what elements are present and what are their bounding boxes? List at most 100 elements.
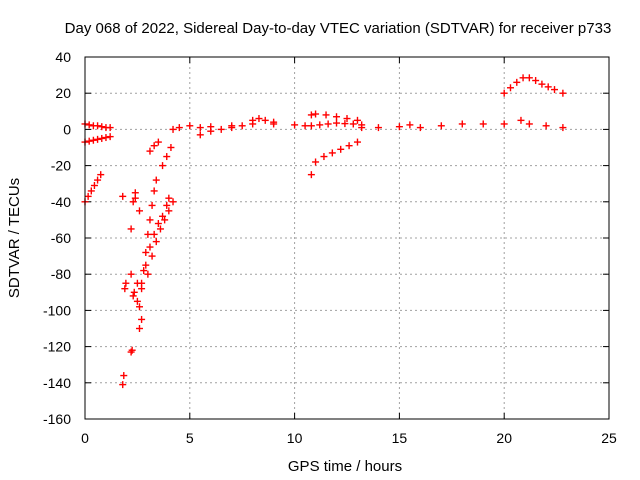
y-tick-label: -80 bbox=[51, 266, 71, 282]
data-point bbox=[165, 194, 173, 202]
data-point bbox=[301, 122, 309, 130]
data-point bbox=[127, 225, 135, 233]
data-point bbox=[142, 261, 150, 269]
data-point bbox=[148, 201, 156, 209]
data-points bbox=[81, 74, 567, 389]
data-point bbox=[349, 120, 357, 128]
data-point bbox=[146, 216, 154, 224]
data-point bbox=[138, 279, 146, 287]
data-point bbox=[519, 74, 527, 82]
data-point bbox=[333, 119, 341, 127]
data-point bbox=[320, 153, 328, 161]
data-point bbox=[544, 83, 552, 91]
plot-frame bbox=[84, 56, 610, 420]
data-point bbox=[146, 147, 154, 155]
data-point bbox=[163, 201, 171, 209]
chart-title: Day 068 of 2022, Sidereal Day-to-day VTE… bbox=[65, 20, 612, 37]
data-point bbox=[84, 192, 92, 200]
data-point bbox=[129, 292, 137, 300]
data-point bbox=[152, 176, 160, 184]
data-point bbox=[121, 285, 129, 293]
data-point bbox=[324, 120, 332, 128]
data-point bbox=[525, 120, 533, 128]
data-point bbox=[159, 162, 167, 170]
data-point bbox=[163, 153, 171, 161]
data-point bbox=[150, 142, 158, 150]
data-point bbox=[130, 288, 138, 296]
data-point bbox=[196, 124, 204, 132]
data-point bbox=[138, 315, 146, 323]
data-point bbox=[307, 122, 315, 130]
series-arc-d bbox=[135, 176, 160, 311]
data-point bbox=[517, 116, 525, 124]
data-point bbox=[538, 80, 546, 88]
data-point bbox=[542, 122, 550, 130]
data-point bbox=[127, 270, 135, 278]
data-point bbox=[94, 122, 102, 130]
series-arc-i bbox=[196, 115, 278, 139]
data-point bbox=[131, 194, 139, 202]
data-point bbox=[150, 187, 158, 195]
data-point bbox=[551, 86, 559, 94]
x-axis-label: GPS time / hours bbox=[288, 458, 402, 475]
data-point bbox=[261, 116, 269, 124]
x-tick-label: 10 bbox=[287, 430, 303, 446]
y-tick-label: -120 bbox=[43, 339, 71, 355]
data-point bbox=[165, 207, 173, 215]
data-point bbox=[316, 121, 324, 129]
x-tick-label: 5 bbox=[186, 430, 194, 446]
x-tick-label: 15 bbox=[392, 430, 408, 446]
data-point bbox=[513, 78, 521, 86]
y-tick-label: 0 bbox=[63, 121, 71, 137]
data-point bbox=[102, 134, 110, 142]
data-point bbox=[291, 121, 299, 129]
data-point bbox=[559, 89, 567, 97]
data-point bbox=[152, 238, 160, 246]
data-point bbox=[175, 124, 183, 132]
data-point bbox=[87, 187, 95, 195]
y-tick-label: -20 bbox=[51, 158, 71, 174]
series-arc-m bbox=[358, 116, 567, 132]
data-point bbox=[328, 149, 336, 157]
data-point bbox=[322, 111, 330, 119]
data-point bbox=[140, 267, 148, 275]
y-tick-label: -60 bbox=[51, 230, 71, 246]
data-point bbox=[270, 118, 278, 126]
y-tick-label: -100 bbox=[43, 302, 71, 318]
data-point bbox=[169, 125, 177, 133]
data-point bbox=[437, 122, 445, 130]
data-point bbox=[500, 89, 508, 97]
x-tick-label: 20 bbox=[496, 430, 512, 446]
data-point bbox=[94, 135, 102, 143]
data-point bbox=[255, 115, 263, 123]
data-point bbox=[122, 279, 130, 287]
data-point bbox=[312, 158, 320, 166]
x-tick-labels: 0 5 10 15 20 25 bbox=[81, 430, 617, 446]
data-point bbox=[228, 124, 236, 132]
data-point bbox=[167, 144, 175, 151]
data-point bbox=[144, 270, 152, 278]
data-point bbox=[133, 297, 141, 305]
series-arc-g bbox=[146, 138, 175, 170]
data-point bbox=[353, 138, 361, 146]
data-point bbox=[207, 127, 215, 135]
data-point bbox=[128, 346, 136, 354]
data-point bbox=[217, 125, 225, 133]
data-point bbox=[312, 110, 320, 118]
y-tick-label: -40 bbox=[51, 194, 71, 210]
series-arc-b bbox=[81, 133, 114, 146]
data-point bbox=[142, 248, 150, 256]
data-point bbox=[345, 142, 353, 150]
grid-lines bbox=[85, 57, 609, 419]
data-point bbox=[395, 123, 403, 131]
data-point bbox=[307, 171, 315, 179]
data-point bbox=[89, 136, 97, 144]
data-point bbox=[358, 124, 366, 132]
data-point bbox=[337, 145, 345, 153]
data-point bbox=[146, 243, 154, 251]
series-arc-f bbox=[144, 198, 177, 278]
series-scatter-early bbox=[119, 189, 146, 389]
data-point bbox=[98, 134, 106, 142]
data-point bbox=[341, 120, 349, 128]
